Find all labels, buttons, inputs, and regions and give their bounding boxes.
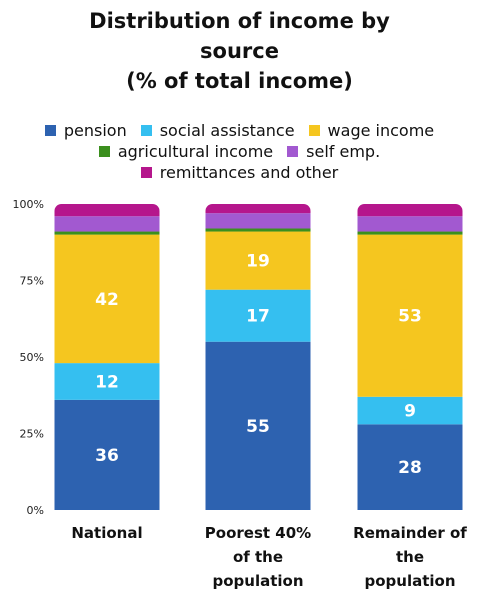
bar-segment [205, 231, 311, 290]
y-tick-label: 50% [20, 351, 44, 364]
bar-stack [54, 204, 160, 510]
legend-item: self emp. [287, 141, 380, 162]
bar-stack [205, 204, 311, 510]
data-label: 55 [246, 417, 270, 437]
y-tick-label: 100% [13, 198, 44, 211]
data-label: 36 [95, 446, 119, 466]
bar-segment [357, 396, 463, 425]
bar-segment [205, 289, 311, 342]
legend-label: self emp. [306, 142, 381, 161]
x-category-label: Remainder of [353, 524, 467, 542]
legend-label: pension [63, 121, 127, 140]
x-category-label: National [71, 524, 142, 542]
chart-title-line: (% of total income) [126, 69, 353, 93]
chart-legend: pension social assistance wage income agric… [0, 120, 479, 183]
legend-swatch [287, 146, 299, 157]
legend-row: remittances and other [0, 162, 479, 183]
chart-title: Distribution of income by source (% of t… [0, 6, 479, 96]
y-tick-label: 0% [27, 504, 44, 517]
bar-segment [54, 216, 160, 232]
legend-label: remittances and other [159, 163, 339, 182]
legend-item: wage income [308, 120, 435, 141]
y-tick-label: 25% [20, 428, 44, 441]
bar-segment [54, 204, 160, 217]
legend-swatch [44, 125, 56, 136]
bar-segment [205, 228, 311, 232]
bar-segment [357, 204, 463, 217]
bar-segment [357, 216, 463, 232]
legend-label: wage income [327, 121, 435, 140]
y-tick-label: 75% [20, 275, 44, 288]
x-category-label: population [212, 572, 303, 590]
bar-segment [205, 341, 311, 510]
x-category-label: Poorest 40% [205, 524, 311, 542]
chart-title-line: Distribution of income by [89, 9, 390, 33]
data-label: 28 [398, 458, 422, 478]
legend-swatch [98, 146, 110, 157]
x-category-label: population [364, 572, 455, 590]
x-category-label: of the [233, 548, 283, 566]
legend-swatch [308, 125, 320, 136]
legend-item: remittances and other [140, 162, 339, 183]
bar-segment [54, 399, 160, 510]
bar-segment [205, 204, 311, 214]
legend-row: agricultural income self emp. [0, 141, 479, 162]
data-label: 12 [95, 372, 119, 392]
x-category-label: the [396, 548, 424, 566]
data-label: 9 [404, 402, 416, 422]
legend-swatch [140, 125, 152, 136]
bar-segment [357, 234, 463, 397]
data-label: 19 [246, 252, 270, 272]
chart-title-line: source [200, 39, 279, 63]
bar-segment [54, 363, 160, 400]
legend-swatch [140, 167, 152, 178]
bar-segment [54, 234, 160, 364]
data-label: 17 [246, 307, 270, 327]
stacked-bar-chart: 0% 25% 50% 75% 100% 36 12 42 National 55 17 19 Poore… [13, 198, 468, 590]
legend-item: social assistance [140, 120, 295, 141]
legend-row: pension social assistance wage income [0, 120, 479, 141]
bar-segment [205, 213, 311, 229]
bar-segment [54, 231, 160, 235]
legend-label: agricultural income [117, 142, 274, 161]
data-label: 42 [95, 290, 119, 310]
data-label: 53 [398, 307, 422, 327]
legend-item: agricultural income [98, 141, 274, 162]
bar-segment [357, 231, 463, 235]
legend-label: social assistance [159, 121, 295, 140]
legend-item: pension [44, 120, 127, 141]
bar-segment [357, 424, 463, 510]
bar-stack [357, 204, 463, 510]
